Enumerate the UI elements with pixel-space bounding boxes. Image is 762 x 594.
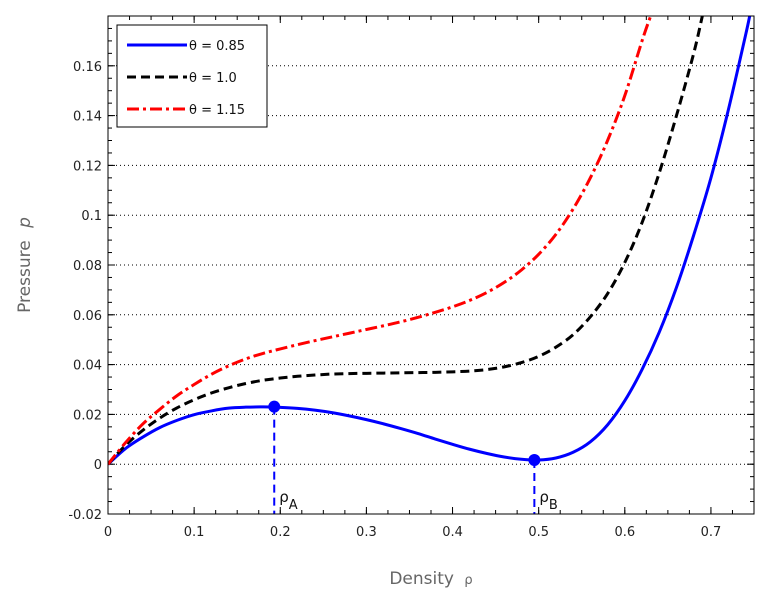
legend: θ = 0.85 θ = 1.0 θ = 1.15 bbox=[116, 24, 268, 128]
marker-label-b: ρB bbox=[539, 488, 557, 513]
x-axis-title: Density ρ bbox=[389, 569, 472, 589]
plot-frame bbox=[107, 15, 755, 515]
marker-label-a: ρA bbox=[279, 488, 298, 513]
y-tick-label: 0.08 bbox=[73, 259, 102, 274]
x-tick-label: 0.5 bbox=[528, 525, 549, 540]
marker-label-subscript: B bbox=[549, 498, 558, 513]
x-tick-label: 0.3 bbox=[356, 525, 377, 540]
y-tick-label: 0.16 bbox=[73, 60, 102, 75]
series-line-2 bbox=[108, 16, 704, 466]
y-tick-label: 0.04 bbox=[73, 359, 102, 374]
y-axis-symbol: p bbox=[15, 217, 35, 229]
x-tick-label: 0.6 bbox=[614, 525, 635, 540]
y-tick-label: 0.06 bbox=[73, 309, 102, 324]
x-axis-symbol: ρ bbox=[464, 573, 472, 588]
legend-label-1: θ = 0.85 bbox=[189, 39, 245, 54]
marker-label-subscript: A bbox=[289, 498, 298, 513]
marker-layer: ρA ρB bbox=[268, 400, 558, 514]
marker-label-symbol: ρ bbox=[279, 488, 289, 506]
grid-layer bbox=[108, 65, 754, 515]
y-axis-label: Pressure bbox=[15, 240, 35, 313]
marker-point-a bbox=[268, 400, 281, 413]
marker-point-b bbox=[528, 453, 541, 466]
x-tick-label: 0.2 bbox=[270, 525, 291, 540]
series-line-3 bbox=[108, 16, 653, 466]
y-tick-label: 0.14 bbox=[73, 110, 102, 125]
x-tick-label: 0.1 bbox=[184, 525, 205, 540]
y-axis-title: Pressure p bbox=[15, 217, 35, 313]
legend-label-3: θ = 1.15 bbox=[189, 103, 245, 118]
x-tick-label: 0.4 bbox=[442, 525, 463, 540]
y-tick-label: 0.02 bbox=[73, 408, 102, 423]
series-layer bbox=[108, 16, 752, 466]
series-line-1 bbox=[108, 16, 752, 466]
legend-label-2: θ = 1.0 bbox=[189, 71, 237, 86]
marker-label-symbol: ρ bbox=[539, 488, 549, 506]
y-tick-label: 0 bbox=[94, 458, 102, 473]
y-tick-label: 0.12 bbox=[73, 159, 102, 174]
x-tick-label: 0.7 bbox=[701, 525, 722, 540]
y-tick-label: -0.02 bbox=[68, 508, 102, 523]
x-tick-label: 0 bbox=[104, 525, 112, 540]
x-axis-label: Density bbox=[389, 569, 454, 589]
y-tick-label: 0.1 bbox=[81, 209, 102, 224]
